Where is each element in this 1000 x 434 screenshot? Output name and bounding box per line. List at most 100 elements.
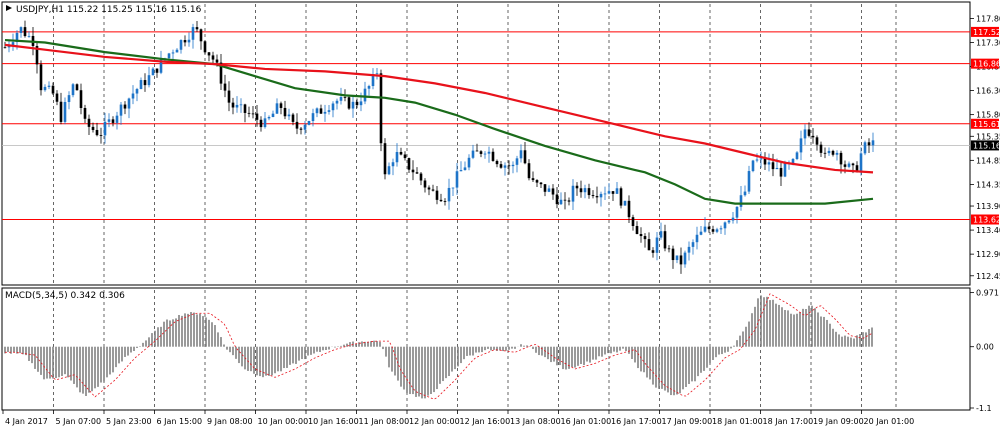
- candle-body: [71, 84, 75, 96]
- x-tick-label: 10 Jan 00:00: [258, 417, 309, 426]
- x-tick-label: 10 Jan 16:00: [308, 417, 359, 426]
- y-tick-label: 117.80: [976, 14, 1000, 23]
- candle-body: [531, 178, 535, 181]
- y-tick-label: 112.90: [976, 250, 1000, 259]
- candle-body: [351, 101, 355, 109]
- candle-body: [291, 114, 295, 122]
- candle-body: [767, 162, 771, 165]
- candle-body: [619, 188, 623, 206]
- candle-body: [503, 165, 507, 168]
- candle-body: [671, 248, 675, 261]
- candle-body: [667, 248, 671, 250]
- candle-body: [611, 191, 615, 194]
- macd-y-tick-label: 0.971: [976, 289, 999, 298]
- candle-body: [699, 231, 703, 235]
- candle-body: [367, 86, 371, 89]
- candle-body: [683, 252, 687, 265]
- candle-body: [627, 200, 631, 218]
- candle-body: [443, 201, 447, 202]
- candle-body: [111, 119, 115, 123]
- candle-body: [407, 158, 411, 170]
- candle-body: [727, 220, 731, 223]
- candle-body: [847, 163, 851, 167]
- candle-body: [575, 185, 579, 189]
- candle-body: [75, 84, 79, 91]
- candle-body: [515, 158, 519, 165]
- candle-body: [379, 73, 383, 144]
- candle-body: [447, 187, 451, 202]
- candle-body: [399, 151, 403, 155]
- candle-body: [179, 40, 183, 50]
- candle-body: [103, 121, 107, 136]
- candle-body: [303, 124, 307, 130]
- candle-body: [547, 188, 551, 192]
- candle-body: [555, 194, 559, 205]
- candle-body: [271, 113, 275, 118]
- candle-body: [643, 236, 647, 240]
- candle-body: [519, 150, 523, 159]
- candle-body: [679, 255, 683, 265]
- candle-body: [51, 85, 55, 94]
- x-tick-label: 18 Jan 17:00: [763, 417, 814, 426]
- candle-body: [47, 85, 51, 87]
- candle-body: [647, 239, 651, 251]
- candle-body: [603, 193, 607, 195]
- candle-body: [563, 199, 567, 201]
- candle-body: [323, 111, 327, 114]
- main-plot-frame: [1, 1, 971, 286]
- candle-body: [219, 62, 223, 84]
- candle-body: [143, 80, 147, 86]
- candle-body: [431, 189, 435, 191]
- x-tick-label: 18 Jan 01:00: [712, 417, 763, 426]
- current-price-tag: [971, 140, 999, 151]
- candle-body: [543, 184, 547, 192]
- candle-body: [731, 217, 735, 221]
- candle-body: [127, 98, 131, 109]
- candle-body: [871, 140, 875, 146]
- candle-body: [3, 47, 7, 49]
- candle-body: [167, 53, 171, 59]
- price-level-tag-label: 116.86: [973, 60, 1000, 69]
- y-tick-label: 115.80: [976, 111, 1000, 120]
- candle-body: [635, 226, 639, 235]
- x-tick-label: 5 Jan 23:00: [106, 417, 152, 426]
- candle-body: [155, 68, 159, 73]
- candle-body: [483, 153, 487, 155]
- candle-body: [67, 95, 71, 103]
- candle-body: [791, 158, 795, 164]
- candle-body: [799, 138, 803, 153]
- candle-body: [295, 121, 299, 129]
- candle-body: [535, 180, 539, 183]
- candle-body: [87, 118, 91, 127]
- candle-body: [207, 52, 211, 56]
- candle-body: [35, 45, 39, 65]
- candle-body: [743, 191, 747, 196]
- candle-body: [711, 229, 715, 232]
- candle-body: [267, 117, 271, 119]
- candle-body: [539, 182, 543, 185]
- candle-body: [851, 163, 855, 166]
- candle-body: [263, 118, 267, 128]
- candle-body: [735, 206, 739, 218]
- candle-body: [859, 153, 863, 172]
- grid-lines: [53, 4, 897, 409]
- price-level-tag: [971, 58, 999, 69]
- candle-body: [27, 35, 31, 37]
- candle-body: [527, 163, 531, 179]
- y-tick-label: 112.45: [976, 272, 1000, 281]
- candle-body: [747, 171, 751, 192]
- price-level-tag: [971, 214, 999, 225]
- y-tick-label: 114.35: [976, 180, 1000, 189]
- candle-body: [91, 126, 95, 130]
- candle-body: [19, 27, 23, 33]
- macd-signal-line: [5, 293, 873, 400]
- candle-body: [523, 150, 527, 164]
- candle-body: [183, 40, 187, 43]
- candle-body: [811, 135, 815, 138]
- candle-body: [759, 158, 763, 160]
- candle-body: [599, 193, 603, 198]
- candle-body: [175, 49, 179, 53]
- macd-histogram: [4, 293, 873, 400]
- candle-body: [79, 90, 83, 108]
